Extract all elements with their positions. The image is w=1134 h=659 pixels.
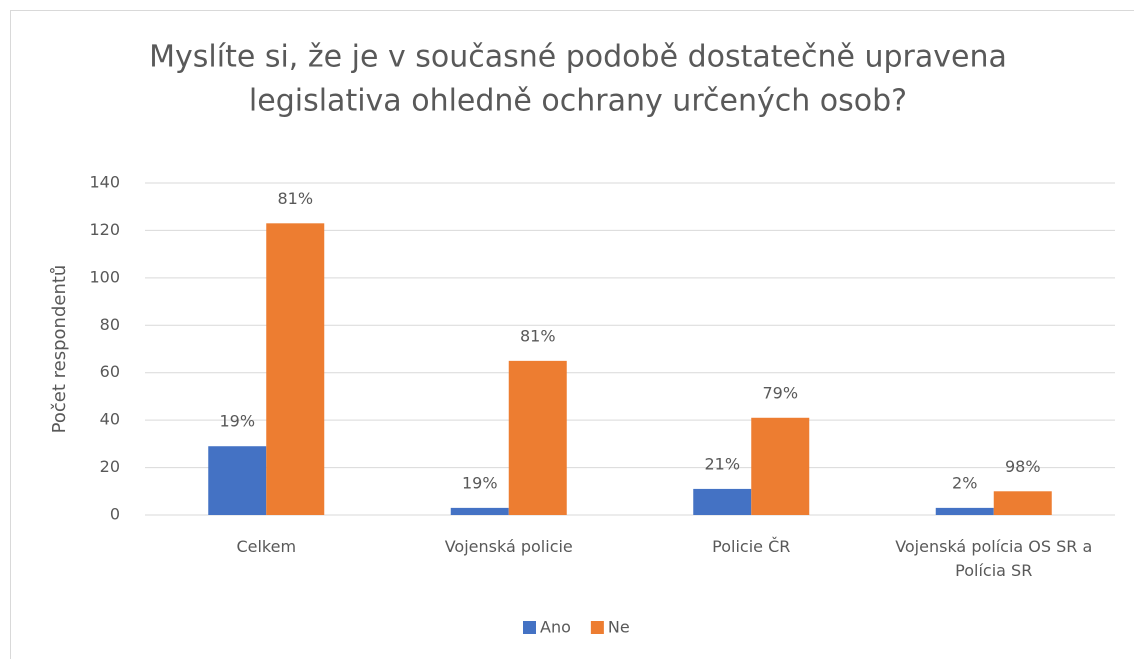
bar [508,360,567,515]
chart-border [10,10,1134,659]
data-label: 19% [219,412,255,431]
y-axis-label: Počet respondentů [49,265,70,434]
y-tick-label: 0 [110,505,120,524]
data-label: 98% [1005,457,1041,476]
x-tick-label: Vojenská polícia OS SR a Polícia SR [895,537,1093,580]
x-tick-label: Policie ČR [712,537,791,556]
data-label: 21% [704,454,740,473]
y-tick-label: 40 [100,410,120,429]
y-tick-label: 120 [89,220,120,239]
y-tick-label: 20 [100,457,120,476]
x-tick-label: Celkem [236,537,297,556]
legend-label: Ano [540,618,571,637]
data-label: 81% [277,189,313,208]
data-label: 81% [520,326,556,345]
bar [993,491,1052,515]
x-tick-label: Vojenská policie [444,537,573,556]
bar [693,488,752,515]
bar [751,417,810,515]
bar [266,223,325,516]
chart-title: Myslíte si, že je v současné podobě dost… [149,40,1007,75]
y-tick-label: 100 [89,267,120,286]
legend-label: Ne [608,618,630,637]
bar [935,507,994,515]
data-label: 79% [762,383,798,402]
chart-title: legislativa ohledně ochrany určených oso… [249,84,907,119]
data-label: 19% [462,473,498,492]
data-label: 2% [952,473,977,492]
legend-swatch [590,621,604,634]
bar [450,507,509,515]
legend-swatch [523,621,536,634]
y-tick-label: 60 [100,362,120,381]
bar [208,446,267,515]
y-tick-label: 80 [100,315,120,334]
y-tick-label: 140 [89,173,120,192]
